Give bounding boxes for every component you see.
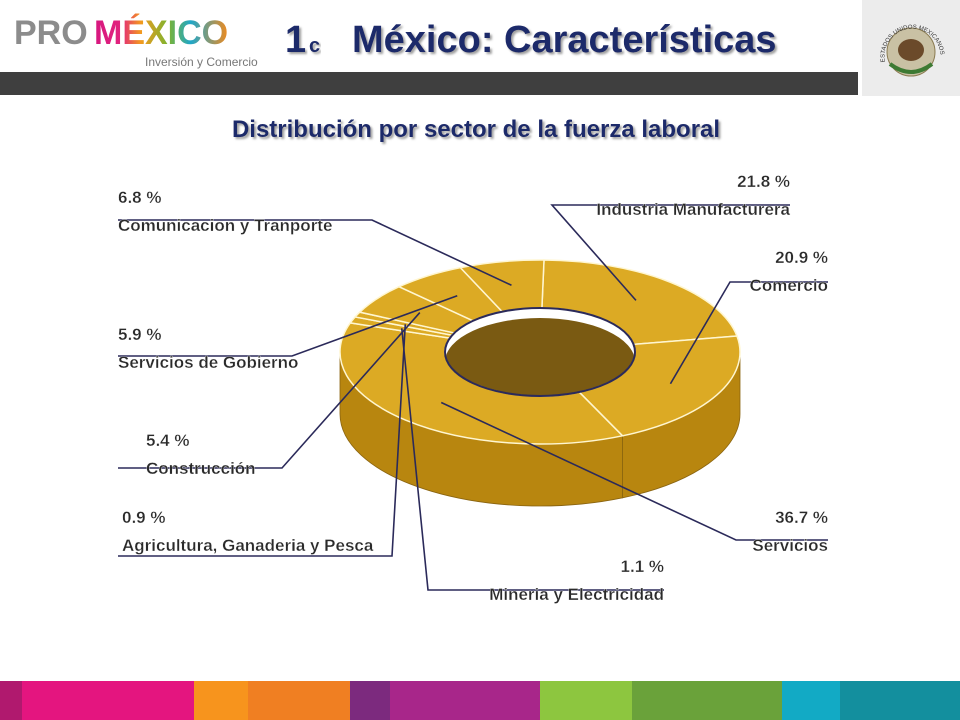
leader-line [400, 328, 664, 591]
value-label: 36.7 % [775, 508, 828, 527]
leader-line [118, 294, 458, 357]
value-label: 5.4 % [146, 431, 189, 450]
bar-seg [350, 681, 390, 720]
bar-seg [632, 681, 782, 720]
category-label: Comercio [750, 276, 828, 295]
value-label: 5.9 % [118, 325, 161, 344]
value-label: 21.8 % [737, 172, 790, 191]
bar-seg [0, 681, 22, 720]
value-label: 1.1 % [621, 557, 664, 576]
chart-title: Distribución por sector de la fuerza lab… [232, 116, 720, 143]
emblem-wreath [888, 62, 934, 74]
logo-mexico: MÉXICO [94, 14, 228, 52]
color-bar [0, 681, 960, 720]
leader-line [118, 219, 512, 287]
logo-subtitle: Inversión y Comercio [145, 55, 258, 69]
leader-line [118, 312, 421, 469]
category-label: Servicios [752, 536, 828, 555]
bar-seg [840, 681, 960, 720]
bar-seg [390, 681, 540, 720]
bar-seg [782, 681, 840, 720]
category-label: Comunicacion y Tranporte [118, 216, 332, 235]
donut-hole-rim [444, 307, 636, 397]
value-label: 20.9 % [775, 248, 828, 267]
donut-hole [445, 318, 635, 406]
bar-seg [540, 681, 632, 720]
emblem-eagle [898, 39, 924, 61]
slide-letter: c [309, 35, 320, 57]
leader-line [118, 324, 407, 557]
leader-line [550, 204, 790, 301]
bar-seg [194, 681, 248, 720]
slide-title: México: Características [352, 19, 777, 61]
chart: 21.8 % Industria Manufacturera 20.9 % Comer… [118, 172, 828, 604]
leader-line [440, 401, 828, 541]
value-label: 0.9 % [122, 508, 165, 527]
category-label: Construcción [146, 459, 256, 478]
header-bar [0, 72, 858, 95]
category-label: Industria Manufacturera [596, 200, 790, 219]
value-label: 6.8 % [118, 188, 161, 207]
leader-line [669, 281, 828, 385]
slide-number: 1 [285, 19, 306, 61]
bar-seg [248, 681, 350, 720]
category-label: Servicios de Gobierno [118, 353, 298, 372]
logo-pro: PRO [14, 14, 88, 52]
category-label: Mineria y Electricidad [489, 585, 664, 604]
bar-seg [22, 681, 194, 720]
category-label: Agricultura, Ganaderia y Pesca [122, 536, 374, 555]
